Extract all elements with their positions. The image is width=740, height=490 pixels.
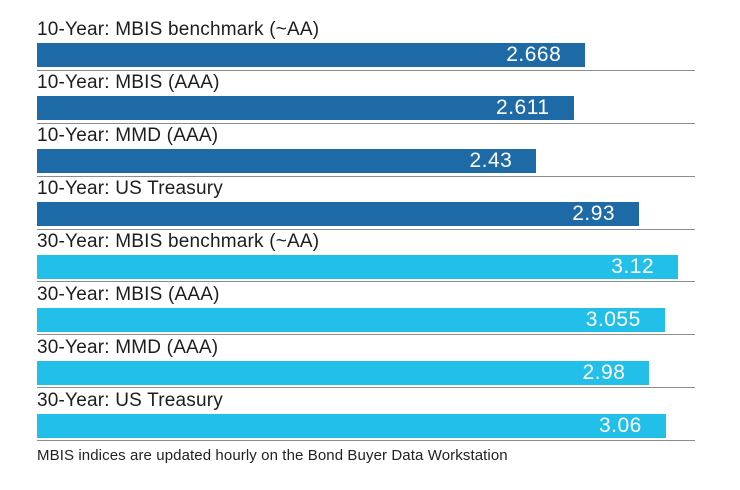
bar-category-label: 30-Year: MBIS benchmark (~AA) xyxy=(37,230,320,252)
bar-category-label: 10-Year: MMD (AAA) xyxy=(37,125,219,147)
bar-category-label: 10-Year: MBIS benchmark (~AA) xyxy=(37,19,320,41)
chart-row: 30-Year: US Treasury 3.06 xyxy=(37,388,695,442)
bar: 2.98 xyxy=(37,360,650,385)
bar: 2.611 xyxy=(37,96,574,121)
bar-value-label: 2.98 xyxy=(582,360,626,384)
bar-value-label: 3.055 xyxy=(585,307,641,331)
chart-row: 30-Year: MBIS (AAA) 3.055 xyxy=(37,282,695,336)
bar: 3.12 xyxy=(37,254,679,279)
bar-value-label: 2.93 xyxy=(572,202,616,226)
chart-row: 30-Year: MBIS benchmark (~AA) 3.12 xyxy=(37,230,695,283)
bar-value-label: 2.668 xyxy=(506,43,562,67)
chart-row: 10-Year: US Treasury 2.93 xyxy=(37,177,695,230)
bar-category-label: 10-Year: US Treasury xyxy=(37,178,223,200)
chart-row: 10-Year: MBIS (AAA) 2.611 xyxy=(37,71,695,124)
chart-row: 10-Year: MMD (AAA) 2.43 xyxy=(37,124,695,177)
bar-value-label: 3.12 xyxy=(611,254,655,278)
bar-category-label: 30-Year: MMD (AAA) xyxy=(37,336,219,358)
bar-category-label: 30-Year: US Treasury xyxy=(37,389,223,411)
bar: 2.93 xyxy=(37,202,640,227)
bar: 3.055 xyxy=(37,307,665,332)
chart-row: 30-Year: MMD (AAA) 2.98 xyxy=(37,335,695,389)
bar-category-label: 10-Year: MBIS (AAA) xyxy=(37,72,220,94)
bar: 2.668 xyxy=(37,43,586,68)
bar-value-label: 2.43 xyxy=(469,149,513,173)
bar: 2.43 xyxy=(37,149,537,174)
chart-footnote: MBIS indices are updated hourly on the B… xyxy=(37,447,508,464)
bar-value-label: 2.611 xyxy=(496,96,550,120)
bar-value-label: 3.06 xyxy=(598,413,642,437)
bar: 3.06 xyxy=(37,413,666,438)
chart-row: 10-Year: MBIS benchmark (~AA) 2.668 xyxy=(37,18,695,71)
bar-chart: 10-Year: MBIS benchmark (~AA) 2.668 10-Y… xyxy=(37,18,695,442)
bar-category-label: 30-Year: MBIS (AAA) xyxy=(37,283,220,305)
